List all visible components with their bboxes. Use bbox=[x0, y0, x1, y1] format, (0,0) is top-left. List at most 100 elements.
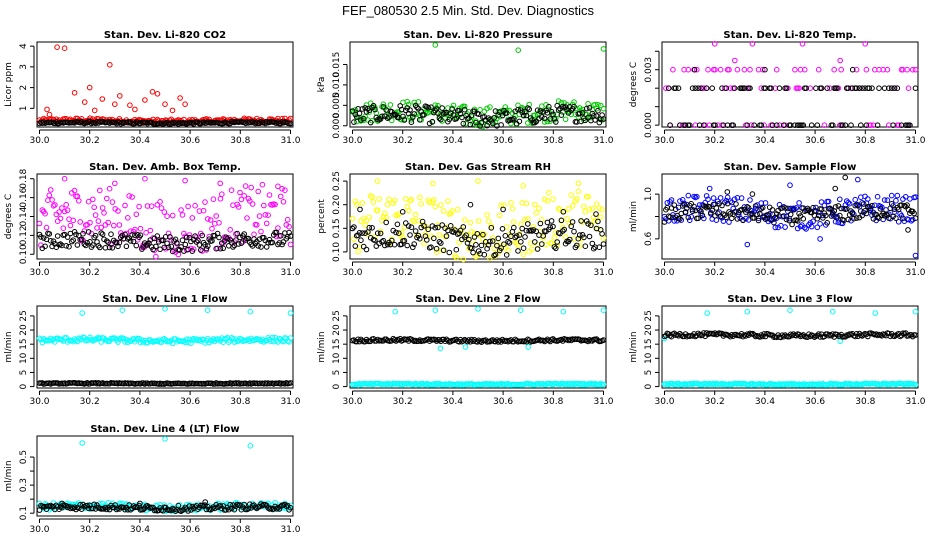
data-point bbox=[832, 204, 839, 210]
x-tick-label: 30.8 bbox=[543, 136, 563, 146]
data-point bbox=[474, 231, 481, 237]
y-axis-label: degrees C bbox=[629, 62, 639, 107]
data-point bbox=[562, 116, 569, 123]
data-point bbox=[799, 205, 805, 211]
y-tick-label: 0 bbox=[332, 383, 342, 389]
data-point bbox=[810, 218, 816, 225]
data-point bbox=[233, 237, 239, 243]
data-point bbox=[446, 249, 453, 256]
data-point bbox=[217, 338, 224, 344]
data-point bbox=[537, 108, 544, 114]
data-point bbox=[351, 236, 357, 242]
data-point bbox=[256, 503, 263, 510]
data-point bbox=[888, 192, 895, 199]
data-point bbox=[837, 57, 844, 64]
data-point bbox=[692, 85, 699, 91]
data-point bbox=[49, 197, 55, 203]
data-point bbox=[828, 213, 835, 219]
data-point bbox=[682, 331, 689, 337]
data-point bbox=[829, 308, 836, 315]
data-point bbox=[710, 195, 717, 201]
data-point bbox=[112, 101, 118, 107]
data-point bbox=[363, 246, 370, 253]
data-point bbox=[520, 245, 527, 251]
data-point bbox=[536, 205, 542, 211]
data-point bbox=[741, 66, 748, 73]
data-point bbox=[599, 231, 605, 237]
data-point bbox=[127, 102, 133, 108]
data-point bbox=[160, 237, 166, 244]
y-tick-label: 0.14 bbox=[19, 206, 29, 226]
data-point bbox=[484, 122, 490, 129]
data-point bbox=[101, 236, 107, 243]
data-point bbox=[231, 506, 238, 513]
data-point bbox=[678, 217, 685, 223]
data-point bbox=[167, 338, 173, 345]
data-point bbox=[863, 210, 870, 217]
data-point bbox=[837, 196, 843, 203]
data-point bbox=[706, 204, 713, 210]
data-point bbox=[818, 85, 825, 91]
data-point bbox=[569, 203, 576, 209]
data-point bbox=[539, 241, 545, 247]
data-point bbox=[40, 235, 47, 241]
data-point bbox=[227, 237, 233, 243]
data-point bbox=[177, 95, 183, 101]
data-point bbox=[747, 66, 753, 73]
data-point bbox=[564, 216, 570, 222]
x-tick-label: 30.8 bbox=[543, 397, 563, 407]
data-point bbox=[467, 219, 474, 226]
data-point bbox=[379, 113, 385, 120]
data-point bbox=[818, 206, 825, 213]
y-tick-label: 25 bbox=[332, 310, 342, 321]
data-point bbox=[412, 211, 419, 218]
data-point bbox=[506, 240, 513, 246]
data-point bbox=[440, 208, 447, 214]
data-point bbox=[99, 205, 106, 211]
data-point bbox=[365, 231, 371, 237]
data-point bbox=[689, 206, 696, 213]
y-axis-label: Licor ppm bbox=[4, 62, 14, 107]
panel-title: Stan. Dev. Li-820 CO2 bbox=[104, 30, 226, 41]
x-tick-label: 30.6 bbox=[180, 525, 200, 535]
x-tick-label: 30.0 bbox=[654, 136, 674, 146]
data-point bbox=[498, 245, 504, 251]
data-point bbox=[447, 223, 454, 229]
data-point bbox=[558, 112, 565, 118]
data-point bbox=[349, 215, 356, 222]
data-point bbox=[804, 334, 811, 341]
data-point bbox=[488, 225, 495, 231]
data-point bbox=[884, 197, 891, 203]
data-point bbox=[88, 230, 95, 237]
data-point bbox=[219, 191, 225, 197]
data-point bbox=[209, 225, 215, 232]
data-point bbox=[272, 201, 278, 208]
data-point bbox=[835, 203, 842, 209]
y-tick-label: 3 bbox=[19, 64, 29, 70]
data-point bbox=[115, 339, 121, 345]
data-point bbox=[277, 193, 284, 200]
data-point bbox=[908, 218, 915, 224]
data-point bbox=[113, 506, 120, 513]
data-point bbox=[876, 85, 882, 91]
data-point bbox=[123, 243, 130, 250]
y-axis-label: percent bbox=[317, 199, 327, 234]
x-tick-label: 30.6 bbox=[805, 397, 825, 407]
data-point bbox=[192, 233, 198, 239]
data-point bbox=[567, 236, 573, 243]
data-point bbox=[380, 237, 387, 244]
data-point bbox=[467, 121, 474, 128]
data-point bbox=[432, 203, 439, 210]
panel-title: Stan. Dev. Li-820 Temp. bbox=[723, 30, 856, 41]
data-point bbox=[750, 330, 756, 337]
data-point bbox=[390, 200, 397, 207]
data-point bbox=[852, 196, 859, 203]
data-point bbox=[456, 239, 462, 246]
data-point bbox=[178, 244, 184, 250]
data-point bbox=[481, 108, 488, 115]
data-point bbox=[780, 122, 787, 128]
y-tick-label: 20 bbox=[644, 324, 654, 336]
data-point bbox=[824, 220, 831, 226]
data-point bbox=[803, 85, 809, 91]
data-point bbox=[734, 216, 741, 222]
